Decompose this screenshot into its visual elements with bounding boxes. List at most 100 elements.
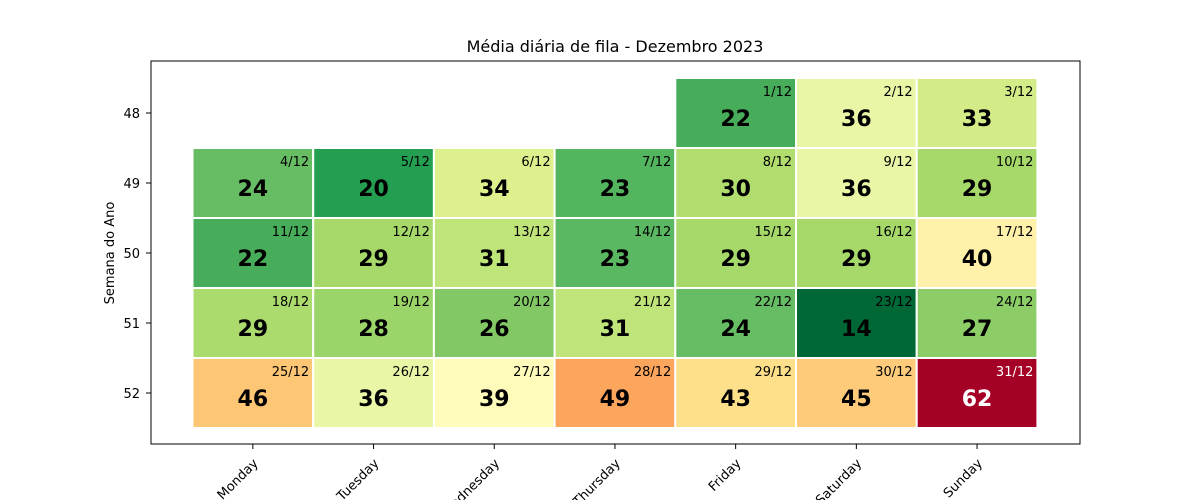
heatmap-cell-rect — [915, 217, 1039, 289]
cell-date-label: 20/12 — [513, 295, 550, 310]
cell-value-label: 29 — [358, 247, 389, 272]
cell-date-label: 5/12 — [401, 155, 430, 170]
cell-date-label: 11/12 — [272, 225, 309, 240]
heatmap-cell: 6/12 34 — [432, 147, 556, 219]
cell-value-label: 22 — [720, 107, 751, 132]
cell-value-label: 29 — [720, 247, 751, 272]
x-axis-ticks: Monday Tuesday Wednesday Thursday Friday Satu… — [215, 444, 986, 504]
y-tick-label: 50 — [123, 247, 140, 262]
cell-date-label: 22/12 — [755, 295, 792, 310]
chart-title: Média diária de fila - Dezembro 2023 — [467, 37, 764, 56]
heatmap-cell-rect — [795, 77, 918, 149]
cell-date-label: 16/12 — [875, 225, 912, 240]
heatmap-cell-rect — [432, 147, 556, 219]
cell-value-label: 39 — [479, 387, 510, 412]
cell-date-label: 27/12 — [513, 365, 550, 380]
cell-date-label: 10/12 — [996, 155, 1033, 170]
x-tick-label: Friday — [706, 456, 745, 495]
cell-value-label: 24 — [238, 177, 269, 202]
heatmap-cell: 8/12 30 — [674, 147, 797, 219]
cell-date-label: 14/12 — [634, 225, 671, 240]
cell-value-label: 34 — [479, 177, 510, 202]
x-tick-label: Sunday — [941, 456, 986, 500]
cell-date-label: 31/12 — [996, 365, 1033, 380]
y-axis-ticks: 48 49 50 51 52 — [123, 107, 151, 402]
heatmap-cell-rect — [432, 357, 556, 429]
heatmap-cell-rect — [915, 77, 1039, 149]
heatmap-cell-rect — [191, 147, 315, 219]
heatmap-cell-rect — [312, 217, 435, 289]
y-tick-label: 49 — [123, 177, 140, 192]
heatmap-cells: 1/12 22 2/12 36 3/12 33 4/12 24 5/12 20 6/12 34 7/12… — [191, 77, 1039, 429]
heatmap-cell: 2/12 36 — [795, 77, 918, 149]
cell-date-label: 1/12 — [763, 85, 792, 100]
cell-date-label: 26/12 — [392, 365, 429, 380]
cell-value-label: 20 — [358, 177, 389, 202]
x-tick-label: Monday — [215, 456, 262, 500]
cell-value-label: 49 — [600, 387, 631, 412]
heatmap-cell-rect — [553, 217, 677, 289]
x-tick-label: Thursday — [570, 456, 624, 500]
x-tick-label: Wednesday — [439, 456, 503, 500]
heatmap-cell: 3/12 33 — [915, 77, 1039, 149]
cell-value-label: 43 — [720, 387, 751, 412]
heatmap-cell-rect — [795, 287, 918, 359]
x-tick-label: Tuesday — [334, 456, 383, 500]
heatmap-cell-rect — [674, 217, 797, 289]
heatmap-cell-rect — [795, 357, 918, 429]
cell-value-label: 36 — [841, 177, 872, 202]
cell-date-label: 13/12 — [513, 225, 550, 240]
cell-value-label: 36 — [358, 387, 389, 412]
cell-value-label: 36 — [841, 107, 872, 132]
x-tick-label: Saturday — [813, 456, 865, 500]
cell-date-label: 7/12 — [642, 155, 671, 170]
cell-date-label: 28/12 — [634, 365, 671, 380]
cell-date-label: 2/12 — [883, 85, 912, 100]
heatmap-cell-rect — [553, 357, 677, 429]
cell-date-label: 23/12 — [875, 295, 912, 310]
heatmap-cell: 9/12 36 — [795, 147, 918, 219]
heatmap-cell-rect — [432, 287, 556, 359]
heatmap-cell: 15/12 29 — [674, 217, 797, 289]
heatmap-cell: 1/12 22 — [674, 77, 797, 149]
cell-value-label: 14 — [841, 317, 872, 342]
cell-value-label: 22 — [238, 247, 269, 272]
cell-date-label: 21/12 — [634, 295, 671, 310]
heatmap-cell-rect — [553, 287, 677, 359]
heatmap-cell: 7/12 23 — [553, 147, 677, 219]
heatmap-cell-rect — [674, 357, 797, 429]
cell-value-label: 31 — [600, 317, 631, 342]
cell-date-label: 4/12 — [280, 155, 309, 170]
cell-date-label: 29/12 — [755, 365, 792, 380]
heatmap-cell-rect — [674, 147, 797, 219]
cell-date-label: 18/12 — [272, 295, 309, 310]
cell-value-label: 40 — [962, 247, 993, 272]
heatmap-cell-rect — [915, 357, 1039, 429]
cell-date-label: 3/12 — [1004, 85, 1033, 100]
cell-date-label: 30/12 — [875, 365, 912, 380]
cell-date-label: 9/12 — [883, 155, 912, 170]
cell-value-label: 46 — [238, 387, 269, 412]
cell-value-label: 23 — [600, 247, 631, 272]
cell-value-label: 24 — [720, 317, 751, 342]
y-tick-label: 48 — [123, 107, 140, 122]
y-tick-label: 51 — [123, 317, 140, 332]
cell-date-label: 8/12 — [763, 155, 792, 170]
cell-value-label: 30 — [720, 177, 751, 202]
heatmap-cell-rect — [795, 217, 918, 289]
heatmap-cell: 4/12 24 — [191, 147, 315, 219]
y-tick-label: 52 — [123, 387, 140, 402]
cell-date-label: 17/12 — [996, 225, 1033, 240]
